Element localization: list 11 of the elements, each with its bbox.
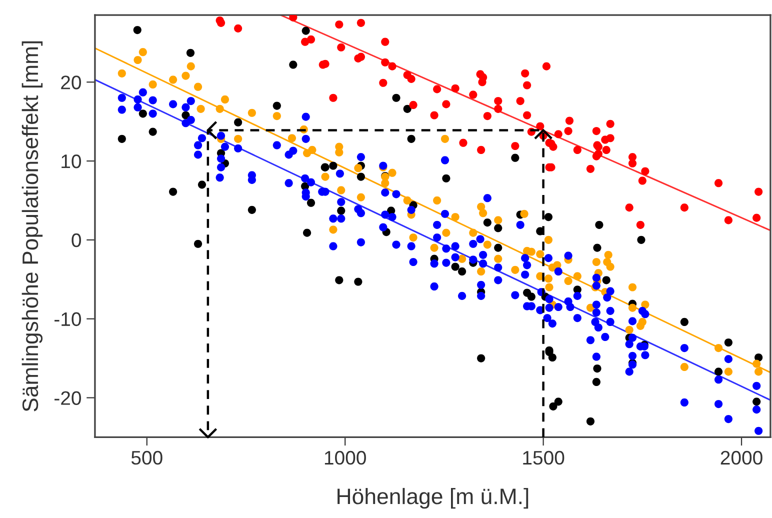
x-axis-title: Höhenlage [m ü.M.] xyxy=(338,488,528,509)
y-tick-label: -20 xyxy=(54,391,82,405)
y-tick-label: -10 xyxy=(54,312,82,326)
x-tick-label: 1000 xyxy=(324,450,366,465)
y-tick-label: 10 xyxy=(62,154,82,168)
x-tick-label: 2000 xyxy=(720,450,762,465)
x-tick-label: 500 xyxy=(131,450,162,465)
y-axis-title: Sämlingshöhe Populationseffekt [mm] xyxy=(22,41,43,412)
x-tick-label: 1500 xyxy=(523,450,564,465)
y-tick-label: 20 xyxy=(61,76,82,90)
y-tick-label: 0 xyxy=(72,233,81,248)
